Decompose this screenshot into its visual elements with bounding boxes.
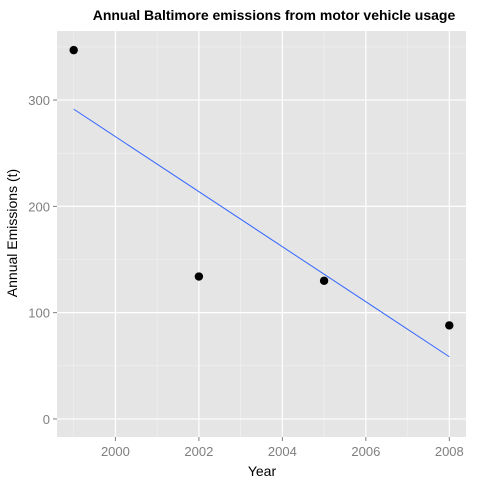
y-axis: 0 100 200 300 (28, 93, 57, 427)
data-point (194, 272, 204, 281)
y-tick-label: 200 (28, 199, 50, 214)
data-point (69, 45, 78, 55)
chart-title: Annual Baltimore emissions from motor ve… (93, 7, 456, 23)
trend-line (73, 108, 450, 358)
trend-layer (73, 108, 450, 358)
y-axis-label: Annual Emissions (t) (4, 169, 20, 297)
grid-minor (57, 31, 466, 437)
y-tick-label: 100 (28, 306, 50, 321)
y-tick-label: 0 (43, 412, 50, 427)
x-axis: 2000 2002 2004 2006 2008 (101, 437, 464, 459)
x-tick-label: 2006 (351, 444, 380, 459)
y-tick-label: 300 (28, 93, 50, 108)
x-tick-label: 2004 (268, 444, 297, 459)
x-axis-label: Year (248, 463, 277, 479)
points-layer (69, 45, 454, 330)
x-tick-label: 2008 (435, 444, 464, 459)
plot-panel (57, 31, 466, 437)
x-tick-label: 2000 (101, 444, 130, 459)
grid-major (57, 31, 466, 437)
x-tick-label: 2002 (184, 444, 213, 459)
data-point (445, 321, 454, 330)
data-point (319, 276, 329, 285)
